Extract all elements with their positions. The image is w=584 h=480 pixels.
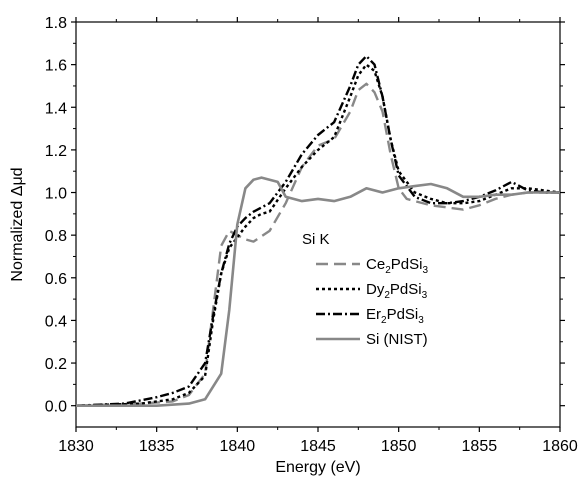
legend-label: Si (NIST) <box>366 331 428 348</box>
y-tick-label: 0.4 <box>45 313 67 330</box>
y-tick-label: 0.2 <box>45 356 67 373</box>
y-tick-label: 1.6 <box>45 58 67 75</box>
series-line <box>75 82 560 407</box>
legend-label: Er2PdSi3 <box>366 306 424 326</box>
y-tick-label: 0.8 <box>45 228 67 245</box>
series-line <box>76 176 560 407</box>
x-tick-label: 1850 <box>381 438 417 455</box>
x-tick-label: 1855 <box>462 438 498 455</box>
plot-frame <box>75 21 561 428</box>
y-tick-label: 1.0 <box>45 186 67 203</box>
y-tick-label: 1.4 <box>45 100 67 117</box>
y-tick-label: 0.6 <box>45 271 67 288</box>
legend-label: Dy2PdSi3 <box>366 281 428 301</box>
series-line <box>75 54 560 407</box>
x-tick-label: 1835 <box>139 438 175 455</box>
x-tick-label: 1830 <box>58 438 94 455</box>
x-axis-title: Energy (eV) <box>275 459 360 476</box>
x-tick-label: 1845 <box>300 438 336 455</box>
legend-title: Si K <box>302 231 330 248</box>
y-tick-label: 1.8 <box>45 15 67 32</box>
y-axis-title: Normalized Δμd <box>9 167 26 281</box>
y-tick-label: 1.2 <box>45 143 67 160</box>
x-tick-label: 1860 <box>542 438 578 455</box>
y-tick-label: 0.0 <box>45 399 67 416</box>
legend-label: Ce2PdSi3 <box>366 256 428 276</box>
x-tick-label: 1840 <box>220 438 256 455</box>
